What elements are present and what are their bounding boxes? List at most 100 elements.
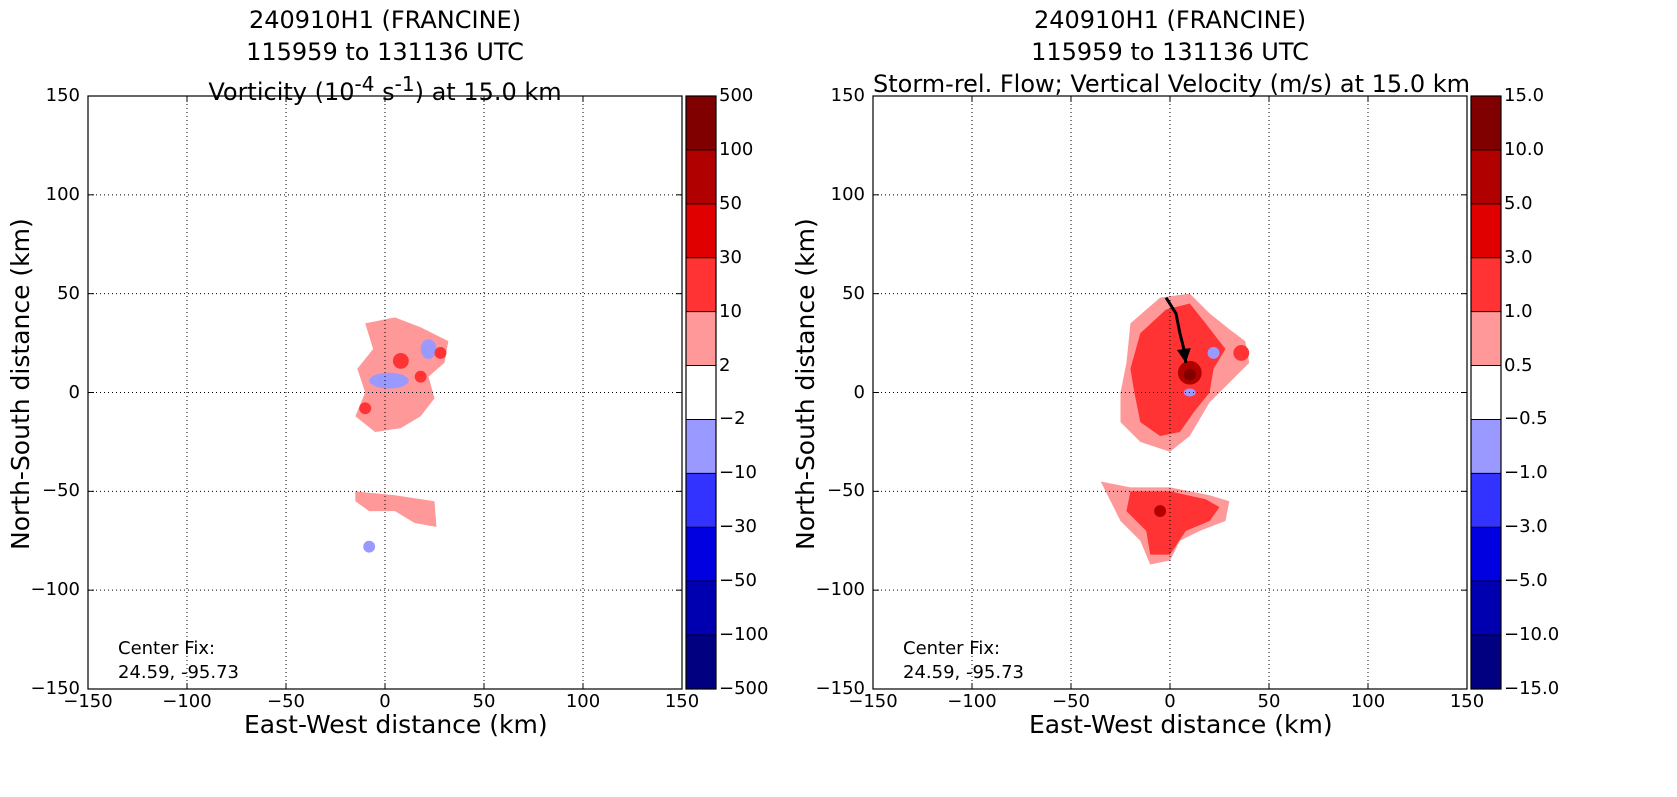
colorbar-tick-label: −50 bbox=[719, 570, 757, 592]
x-tick-label: 100 bbox=[1350, 691, 1386, 712]
colorbar-tick-label: −15.0 bbox=[1504, 678, 1560, 699]
contour-region bbox=[1183, 368, 1196, 381]
y-tick-label: 0 bbox=[853, 381, 865, 403]
x-tick-label: 150 bbox=[1449, 691, 1485, 712]
contour-region bbox=[359, 402, 372, 415]
colorbar-tick-label: −10.0 bbox=[1504, 624, 1560, 646]
x-tick-label: 50 bbox=[472, 691, 496, 712]
y-tick-label: 50 bbox=[842, 282, 865, 304]
colorbar-band bbox=[686, 419, 716, 474]
plot-area bbox=[872, 95, 1502, 690]
colorbar-band bbox=[1471, 257, 1501, 312]
y-tick-label: −100 bbox=[30, 579, 80, 601]
colorbar-tick-label: −100 bbox=[719, 624, 769, 646]
colorbar-band bbox=[1471, 419, 1501, 474]
contour-region bbox=[1130, 303, 1226, 436]
colorbar-tick-label: 10 bbox=[719, 300, 742, 322]
x-tick-label: −50 bbox=[267, 691, 305, 712]
colorbar-tick-label: 5.0 bbox=[1504, 192, 1533, 214]
colorbar-tick-label: −30 bbox=[719, 516, 757, 538]
x-tick-label: −150 bbox=[63, 691, 113, 712]
y-tick-label: −150 bbox=[30, 678, 80, 699]
colorbar-tick-label: −500 bbox=[719, 678, 769, 699]
colorbar-band bbox=[686, 203, 716, 258]
colorbar-band bbox=[1471, 581, 1501, 636]
vertical-velocity-panel: 240910H1 (FRANCINE) 115959 to 131136 UTC… bbox=[785, 0, 1623, 797]
field-layer bbox=[335, 301, 465, 561]
colorbar-band bbox=[686, 257, 716, 312]
x-tick-label: 0 bbox=[1164, 691, 1176, 712]
colorbar-frame bbox=[1470, 95, 1502, 690]
colorbar-band bbox=[686, 527, 716, 582]
chart-title: 240910H1 (FRANCINE) 115959 to 131136 UTC… bbox=[873, 4, 1470, 100]
colorbar-tick-label: −1.0 bbox=[1504, 462, 1548, 484]
x-axis-label: East-West distance (km) bbox=[1029, 710, 1333, 739]
contour-region bbox=[434, 347, 447, 359]
contour-region bbox=[420, 339, 437, 359]
colorbar-band bbox=[1471, 635, 1501, 689]
colorbar-tick-label: 30 bbox=[719, 246, 742, 268]
colorbar-tick-label: 2 bbox=[719, 354, 731, 376]
colorbar-band bbox=[686, 96, 716, 150]
colorbar-band bbox=[1471, 527, 1501, 582]
colorbar-band bbox=[1471, 311, 1501, 366]
streamline-arrowhead bbox=[1176, 347, 1191, 363]
contour-region bbox=[363, 540, 376, 553]
y-tick-label: −50 bbox=[42, 480, 80, 502]
colorbar-tick-label: 1.0 bbox=[1504, 300, 1533, 322]
field-layer bbox=[1100, 293, 1250, 565]
contour-region bbox=[1207, 347, 1220, 359]
y-tick-label: 0 bbox=[68, 381, 80, 403]
y-tick-label: 150 bbox=[45, 85, 80, 106]
plot-area bbox=[87, 95, 717, 690]
colorbar-frame bbox=[685, 95, 717, 690]
contour-region bbox=[392, 352, 409, 369]
y-tick-label: 100 bbox=[45, 183, 80, 205]
title-line-2: 115959 to 131136 UTC bbox=[1031, 38, 1309, 66]
colorbar-tick-label: −3.0 bbox=[1504, 516, 1548, 538]
colorbar-tick-label: −5.0 bbox=[1504, 570, 1548, 592]
contour-region bbox=[369, 372, 409, 389]
x-tick-label: 0 bbox=[379, 691, 391, 712]
contour-region bbox=[1126, 491, 1220, 555]
y-tick-label: −150 bbox=[815, 678, 865, 699]
colorbar-band bbox=[686, 635, 716, 689]
center-fix-value: 24.59, -95.73 bbox=[118, 662, 239, 683]
colorbar-tick-label: 50 bbox=[719, 192, 742, 214]
y-tick-label: −50 bbox=[827, 480, 865, 502]
y-tick-label: 150 bbox=[830, 85, 865, 106]
colorbar-tick-label: 15.0 bbox=[1504, 85, 1545, 106]
x-tick-label: −100 bbox=[162, 691, 212, 712]
y-tick-label: −100 bbox=[815, 579, 865, 601]
x-tick-label: −50 bbox=[1052, 691, 1090, 712]
colorbar-tick-label: −10 bbox=[719, 462, 757, 484]
title-line-1: 240910H1 (FRANCINE) bbox=[248, 6, 522, 34]
colorbar-tick-label: −2 bbox=[719, 408, 746, 430]
colorbar-band bbox=[686, 473, 716, 528]
contour-region bbox=[1154, 505, 1167, 518]
colorbar-tick-label: 100 bbox=[719, 138, 754, 160]
center-fix-label: Center Fix: bbox=[903, 638, 1001, 659]
colorbar-tick-label: 3.0 bbox=[1504, 246, 1533, 268]
colorbar-band bbox=[1471, 149, 1501, 204]
colorbar-tick-label: 10.0 bbox=[1504, 138, 1545, 160]
colorbar-tick-label: −0.5 bbox=[1504, 408, 1548, 430]
colorbar-band bbox=[1471, 473, 1501, 528]
colorbar-band bbox=[1471, 96, 1501, 150]
colorbar-tick-label: 500 bbox=[719, 85, 754, 106]
title-line-3: Vorticity (10-4 s-1) at 15.0 km bbox=[208, 72, 562, 106]
y-tick-label: 50 bbox=[57, 282, 80, 304]
center-fix-value: 24.59, -95.73 bbox=[903, 662, 1024, 683]
colorbar-tick-label: 0.5 bbox=[1504, 354, 1533, 376]
contour-region bbox=[1233, 345, 1250, 361]
colorbar-band bbox=[686, 365, 716, 420]
vorticity-panel: 240910H1 (FRANCINE) 115959 to 131136 UTC… bbox=[0, 0, 838, 797]
x-tick-label: −150 bbox=[848, 691, 898, 712]
colorbar-band bbox=[1471, 365, 1501, 420]
colorbar-band bbox=[686, 581, 716, 636]
x-tick-label: −100 bbox=[947, 691, 997, 712]
chart-title: 240910H1 (FRANCINE) 115959 to 131136 UTC… bbox=[88, 4, 682, 108]
title-line-1: 240910H1 (FRANCINE) bbox=[1033, 6, 1307, 34]
center-fix-annotation: Center Fix: 24.59, -95.73 bbox=[118, 637, 239, 685]
colorbar-band bbox=[686, 311, 716, 366]
